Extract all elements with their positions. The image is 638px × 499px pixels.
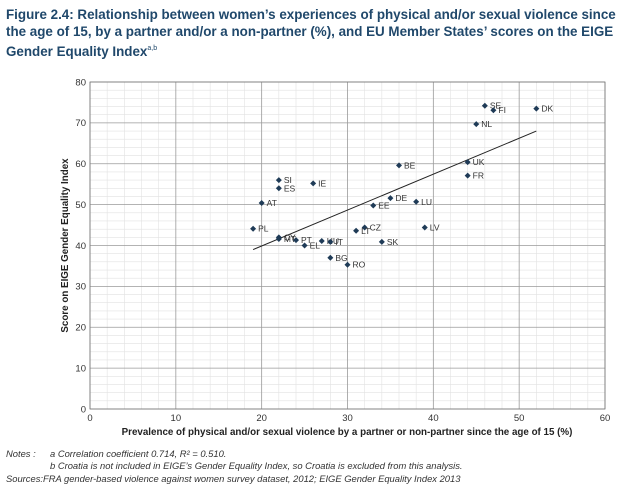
x-tick-label: 40: [428, 413, 439, 424]
point-label-cz: CZ: [370, 223, 381, 233]
y-tick-label: 10: [75, 363, 86, 374]
data-point-fr: [464, 172, 471, 179]
point-label-es: ES: [284, 183, 296, 193]
x-tick-label: 0: [87, 413, 92, 424]
data-point-cz: [361, 224, 368, 231]
data-point-ie: [310, 180, 317, 187]
sources-prefix: Sources:: [6, 472, 43, 484]
data-point-ro: [344, 261, 351, 268]
data-point-es: [275, 185, 282, 192]
x-axis-label: Prevalence of physical and/or sexual vio…: [122, 427, 573, 438]
data-point-de: [387, 195, 394, 202]
data-point-it: [327, 238, 334, 245]
y-tick-label: 50: [75, 200, 86, 211]
point-label-lt: LT: [361, 226, 370, 236]
point-label-ie: IE: [318, 178, 326, 188]
data-point-be: [396, 162, 402, 169]
x-tick-label: 30: [342, 413, 353, 424]
point-label-cy: CY: [284, 232, 296, 242]
point-label-fi: FI: [498, 105, 506, 115]
note-a-text: a Correlation coefficient 0.714, R² = 0.…: [50, 448, 227, 459]
data-point-mt: [275, 235, 282, 242]
point-label-bg: BG: [335, 253, 347, 263]
data-point-at: [258, 199, 265, 206]
figure-title-text: Figure 2.4: Relationship between women’s…: [6, 7, 616, 59]
note-sources: Sources:FRA gender-based violence agains…: [6, 473, 634, 485]
note-a: Notes : a Correlation coefficient 0.714, …: [6, 448, 634, 460]
point-label-be: BE: [404, 160, 416, 170]
data-point-si: [275, 177, 282, 184]
data-point-nl: [473, 121, 480, 128]
note-b: b Croatia is not included in EIGE’s Gend…: [6, 460, 634, 472]
y-tick-label: 70: [75, 118, 86, 129]
trendline: [252, 130, 537, 251]
point-label-fr: FR: [473, 171, 484, 181]
point-label-uk: UK: [473, 157, 485, 167]
x-tick-label: 50: [514, 413, 525, 424]
point-label-mt: MT: [284, 234, 296, 244]
point-label-pl: PL: [258, 224, 269, 234]
data-point-ee: [370, 202, 377, 209]
y-tick-label: 0: [81, 404, 86, 415]
data-point-pt: [293, 237, 299, 244]
point-label-de: DE: [395, 193, 407, 203]
data-point-sk: [378, 238, 385, 245]
note-b-text: b Croatia is not included in EIGE’s Gend…: [50, 460, 463, 472]
notes-prefix: Notes :: [6, 448, 36, 459]
plot-frame: [89, 81, 606, 410]
data-point-pl: [250, 225, 257, 232]
data-point-dk: [533, 105, 540, 112]
point-label-dk: DK: [541, 104, 553, 114]
data-point-lt: [353, 227, 360, 234]
data-point-lv: [421, 224, 428, 231]
point-label-lv: LV: [430, 223, 440, 233]
point-label-el: EL: [310, 241, 321, 251]
point-label-nl: NL: [481, 119, 492, 129]
data-point-lu: [413, 198, 420, 205]
point-label-hu: HU: [327, 236, 339, 246]
point-label-pt: PT: [301, 235, 312, 245]
y-tick-label: 20: [75, 323, 86, 334]
data-point-se: [481, 102, 488, 109]
y-axis-ticks: 0 10 20 30 40 50 60 70 80: [75, 77, 86, 415]
point-label-sk: SK: [387, 237, 399, 247]
y-tick-label: 40: [75, 241, 86, 252]
point-label-it: IT: [335, 237, 343, 247]
point-label-lu: LU: [421, 197, 432, 207]
y-axis-label: Score on EIGE Gender Equality Index: [60, 158, 71, 333]
data-point-hu: [318, 238, 325, 245]
data-point-fi: [490, 107, 497, 114]
x-tick-label: 60: [600, 413, 611, 424]
notes-section: Notes : a Correlation coefficient 0.714, …: [6, 448, 634, 485]
sources-text: FRA gender-based violence against women …: [43, 472, 461, 484]
data-point-el: [301, 242, 308, 249]
y-tick-label: 60: [75, 159, 86, 170]
point-label-ee: EE: [378, 200, 390, 210]
point-label-at: AT: [267, 198, 277, 208]
y-tick-label: 80: [75, 77, 86, 88]
y-tick-label: 30: [75, 282, 86, 293]
figure-title: Figure 2.4: Relationship between women’s…: [6, 6, 626, 60]
x-axis-ticks: 0 10 20 30 40 50 60: [87, 413, 610, 424]
point-label-se: SE: [490, 101, 502, 111]
point-label-si: SI: [284, 175, 292, 185]
data-point-uk: [464, 159, 471, 166]
figure-title-superscript: a,b: [147, 45, 158, 52]
x-tick-label: 10: [171, 413, 182, 424]
x-tick-label: 20: [256, 413, 267, 424]
data-point-bg: [327, 254, 334, 261]
point-label-ro: RO: [353, 260, 366, 270]
